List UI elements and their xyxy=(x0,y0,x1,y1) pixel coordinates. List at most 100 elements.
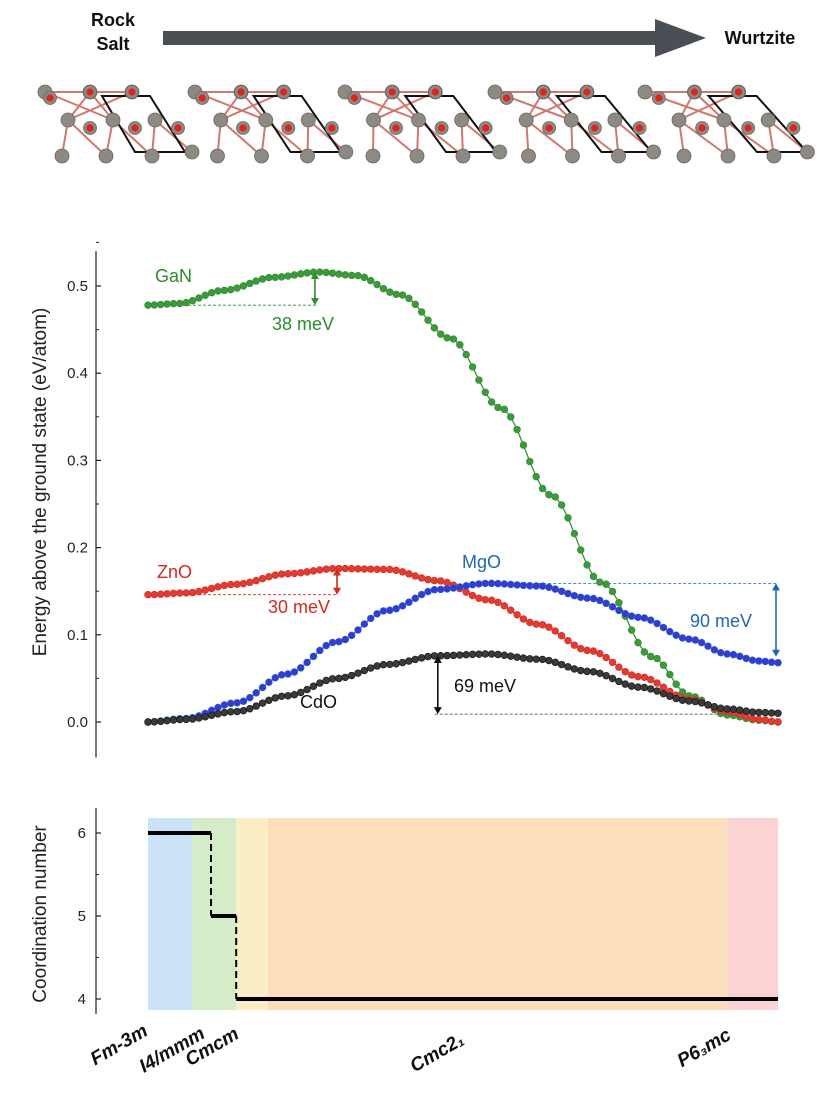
barrier-arrow-head xyxy=(310,272,319,280)
series-point xyxy=(449,651,458,660)
series-point xyxy=(386,288,394,296)
series-point xyxy=(201,586,209,594)
series-point xyxy=(437,330,445,338)
series-point xyxy=(386,565,394,574)
series-point xyxy=(468,363,477,371)
series-point xyxy=(252,576,260,585)
series-point xyxy=(277,570,286,578)
series-point xyxy=(341,635,349,644)
coordination-y-ticks: 4 5 6 xyxy=(78,825,101,1008)
series-point xyxy=(704,642,712,650)
phase-label: Cmc2₁ xyxy=(407,1030,468,1077)
series-point xyxy=(672,631,680,639)
series-point xyxy=(214,583,222,591)
series-point xyxy=(627,626,636,634)
phase-region xyxy=(148,818,193,1010)
series-point xyxy=(507,652,515,660)
series-point xyxy=(277,671,286,679)
series-point xyxy=(360,565,369,573)
series-point xyxy=(526,618,534,627)
series-point xyxy=(405,657,413,665)
series-point xyxy=(627,682,636,690)
metal-atom xyxy=(637,84,653,100)
metal-atom xyxy=(254,148,269,164)
series-point xyxy=(621,609,629,618)
series-point xyxy=(532,655,540,663)
oxygen-atom xyxy=(350,94,358,102)
series-label-zno: ZnO xyxy=(157,562,192,582)
series-point xyxy=(551,493,559,501)
series-point xyxy=(691,697,699,706)
series-point xyxy=(487,596,496,604)
series-point xyxy=(634,683,642,691)
metal-atom xyxy=(411,112,426,128)
series-point xyxy=(201,291,209,299)
series-point xyxy=(316,646,324,655)
series-point xyxy=(755,657,763,665)
series-point xyxy=(545,491,553,499)
series-point xyxy=(551,658,559,667)
series-point xyxy=(640,614,649,622)
series-point xyxy=(258,275,267,283)
phase-region xyxy=(727,818,778,1010)
series-point xyxy=(513,611,521,619)
bond xyxy=(570,119,620,157)
series-point xyxy=(411,572,419,580)
series-point xyxy=(481,579,489,588)
series-point xyxy=(360,273,369,282)
series-point xyxy=(392,660,400,668)
series-point xyxy=(736,652,744,661)
series-point xyxy=(290,668,299,676)
series-point xyxy=(322,641,330,650)
oxygen-atom xyxy=(735,88,743,96)
bond xyxy=(307,119,347,153)
series-point xyxy=(589,572,598,581)
series-point xyxy=(354,626,362,634)
series-point xyxy=(487,579,496,588)
series-point xyxy=(316,566,324,574)
series-point xyxy=(532,620,540,628)
series-point xyxy=(602,671,610,680)
series-cdo xyxy=(144,650,782,726)
series-point xyxy=(685,697,693,705)
series-point xyxy=(176,589,184,597)
series-point xyxy=(462,588,470,596)
series-point xyxy=(742,654,750,663)
series-point xyxy=(666,692,674,700)
series-point xyxy=(545,656,553,665)
coordination-y-tick-label: 4 xyxy=(78,991,86,1008)
coordination-step-line xyxy=(148,831,778,1001)
series-point xyxy=(150,590,159,599)
series-point xyxy=(246,693,254,702)
series-point xyxy=(195,294,203,302)
series-point xyxy=(335,637,343,646)
series-point xyxy=(303,685,311,694)
series-point xyxy=(411,300,419,309)
metal-atom xyxy=(607,112,623,128)
oxygen-atom xyxy=(239,124,247,132)
series-point xyxy=(309,567,318,575)
series-point xyxy=(526,655,534,663)
series-point xyxy=(322,565,330,573)
series-point xyxy=(373,565,381,574)
metal-atom xyxy=(646,144,661,160)
series-point xyxy=(634,672,642,681)
series-point xyxy=(277,692,286,700)
series-point xyxy=(373,610,381,618)
series-point xyxy=(468,581,477,589)
metal-atom xyxy=(147,112,163,128)
oxygen-atom xyxy=(545,124,553,132)
series-point xyxy=(736,706,744,714)
series-point xyxy=(328,269,337,277)
metal-atom xyxy=(54,148,70,164)
series-point xyxy=(392,604,400,613)
series-point xyxy=(309,652,318,661)
series-point xyxy=(258,683,267,692)
series-point xyxy=(176,299,184,308)
series-point xyxy=(290,691,299,699)
barrier-arrow-head xyxy=(772,649,780,657)
series-point xyxy=(424,575,432,584)
metal-atom xyxy=(676,148,692,164)
series-point xyxy=(290,271,299,279)
